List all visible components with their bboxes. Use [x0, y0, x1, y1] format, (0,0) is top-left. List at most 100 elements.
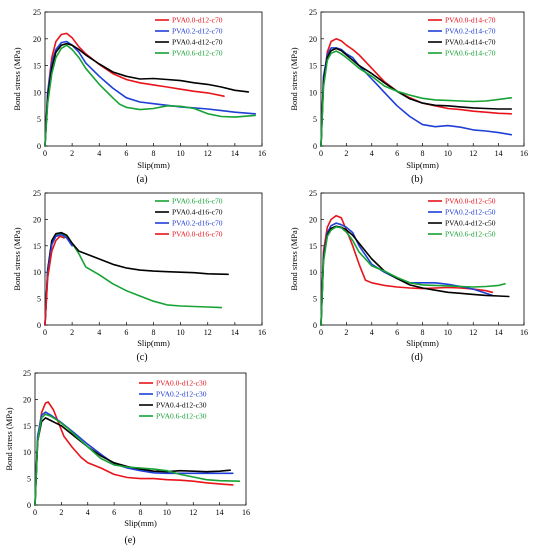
y-tick-label-e: 0: [27, 501, 31, 510]
y-tick-label-e: 20: [23, 395, 31, 404]
series-line-d-3: [320, 226, 506, 326]
x-tick-label-b: 10: [444, 149, 452, 158]
x-tick-label-c: 2: [70, 328, 74, 337]
y-tick-label-c: 10: [33, 268, 41, 277]
y-tick-label-d: 0: [313, 321, 317, 330]
x-tick-label-d: 10: [444, 328, 452, 337]
x-tick-label-e: 10: [163, 508, 171, 517]
panel-e: Bond stress (MPa) Slip(mm) (e) 0 2 4 6 8 10 12…: [4, 369, 250, 546]
x-axis-label-c: Slip(mm): [137, 338, 170, 348]
series-line-a-2: [44, 42, 250, 147]
legend-label-d-1: PVA0.2-d12-c50: [445, 208, 496, 217]
legend-label-b-3: PVA0.6-d14-c70: [445, 49, 496, 58]
legend-label-d-3: PVA0.6-d12-c50: [445, 230, 496, 239]
legend-label-a-0: PVA0.0-d12-c70: [172, 16, 223, 25]
legend-label-b-0: PVA0.0-d14-c70: [445, 16, 496, 25]
x-tick-label-a: 2: [70, 149, 74, 158]
y-tick-label-b: 10: [309, 88, 317, 97]
legend-label-c-0: PVA0.6-d16-c70: [172, 197, 223, 206]
y-tick-label-a: 20: [33, 35, 41, 44]
x-tick-label-b: 0: [319, 149, 323, 158]
y-tick-label-c: 0: [37, 321, 41, 330]
series-line-d-2: [320, 225, 510, 326]
legend-label-c-1: PVA0.4-d16-c70: [172, 208, 223, 217]
y-axis-label-e: Bond stress (MPa): [4, 407, 14, 470]
panel-a: Bond stress (MPa) Slip(mm) (a) 0 2 4 6 8 10 12…: [12, 8, 266, 185]
legend-label-c-3: PVA0.0-d16-c70: [172, 230, 223, 239]
legend-label-b-2: PVA0.4-d14-c70: [445, 38, 496, 47]
x-tick-label-b: 16: [520, 149, 528, 158]
panel-label-a: (a): [136, 174, 147, 185]
y-tick-label-c: 25: [33, 189, 41, 198]
y-tick-label-d: 20: [309, 215, 317, 224]
y-tick-label-e: 25: [23, 369, 31, 378]
x-tick-label-d: 14: [495, 328, 503, 337]
x-tick-label-e: 16: [242, 508, 250, 517]
x-axis-label-e: Slip(mm): [124, 518, 157, 528]
x-tick-label-c: 10: [177, 328, 185, 337]
x-tick-label-d: 16: [520, 328, 528, 337]
legend-label-e-3: PVA0.6-d12-c30: [156, 412, 207, 421]
x-tick-label-c: 8: [152, 328, 156, 337]
panel-b: Bond stress (MPa) Slip(mm) (b) 0 2 4 6 8 10 12…: [289, 8, 528, 185]
x-tick-label-b: 4: [370, 149, 374, 158]
series-line-c-1: [44, 231, 229, 326]
y-tick-label-a: 25: [33, 8, 41, 17]
x-tick-label-e: 14: [216, 508, 224, 517]
panel-label-e: (e): [124, 535, 135, 546]
y-axis-label-a: Bond stress (MPa): [12, 47, 22, 110]
series-line-b-0: [320, 37, 513, 147]
legend-label-a-2: PVA0.4-d12-c70: [172, 38, 223, 47]
panel-label-d: (d): [411, 352, 423, 363]
x-axis-label-a: Slip(mm): [137, 160, 170, 170]
legend-label-e-2: PVA0.4-d12-c30: [156, 401, 207, 410]
series-line-c-0: [44, 232, 223, 326]
panel-label-b: (b): [411, 174, 423, 185]
x-axis-label-d: Slip(mm): [406, 338, 439, 348]
y-tick-label-d: 10: [309, 268, 317, 277]
x-tick-label-c: 12: [204, 328, 212, 337]
x-tick-label-c: 16: [258, 328, 266, 337]
series-line-b-2: [320, 47, 513, 147]
panel-label-c: (c): [136, 352, 147, 363]
x-tick-label-d: 4: [370, 328, 374, 337]
x-tick-label-a: 8: [152, 149, 156, 158]
series-line-a-3: [44, 44, 256, 147]
x-tick-label-a: 16: [258, 149, 266, 158]
y-tick-label-b: 0: [313, 142, 317, 151]
series-line-e-0: [34, 401, 234, 506]
y-tick-label-b: 20: [309, 35, 317, 44]
y-tick-label-c: 20: [33, 215, 41, 224]
y-tick-label-a: 15: [33, 62, 41, 71]
x-tick-label-b: 14: [495, 149, 503, 158]
x-tick-label-c: 14: [231, 328, 239, 337]
y-tick-label-d: 25: [309, 189, 317, 198]
legend-label-e-1: PVA0.2-d12-c30: [156, 390, 207, 399]
x-tick-label-c: 4: [97, 328, 101, 337]
series-line-a-1: [44, 40, 256, 147]
legend-label-e-0: PVA0.0-d12-c30: [156, 379, 207, 388]
legend-label-d-2: PVA0.4-d12-c50: [445, 219, 496, 228]
series-line-b-3: [320, 50, 513, 147]
x-tick-label-b: 6: [395, 149, 399, 158]
x-tick-label-d: 0: [319, 328, 323, 337]
legend-label-a-1: PVA0.2-d12-c70: [172, 27, 223, 36]
series-line-b-1: [320, 47, 513, 147]
x-tick-label-e: 4: [86, 508, 90, 517]
y-tick-label-c: 5: [37, 295, 41, 304]
y-tick-label-e: 15: [23, 422, 31, 431]
series-line-e-3: [34, 413, 241, 506]
x-tick-label-e: 8: [139, 508, 143, 517]
x-tick-label-e: 0: [33, 508, 37, 517]
x-tick-label-c: 0: [43, 328, 47, 337]
x-tick-label-a: 12: [204, 149, 212, 158]
x-tick-label-b: 2: [344, 149, 348, 158]
x-tick-label-a: 10: [177, 149, 185, 158]
x-tick-label-a: 0: [43, 149, 47, 158]
y-tick-label-a: 5: [37, 115, 41, 124]
x-tick-label-a: 6: [124, 149, 128, 158]
y-tick-label-d: 5: [313, 295, 317, 304]
y-tick-label-a: 10: [33, 88, 41, 97]
x-tick-label-b: 12: [469, 149, 477, 158]
series-line-e-2: [34, 417, 231, 506]
